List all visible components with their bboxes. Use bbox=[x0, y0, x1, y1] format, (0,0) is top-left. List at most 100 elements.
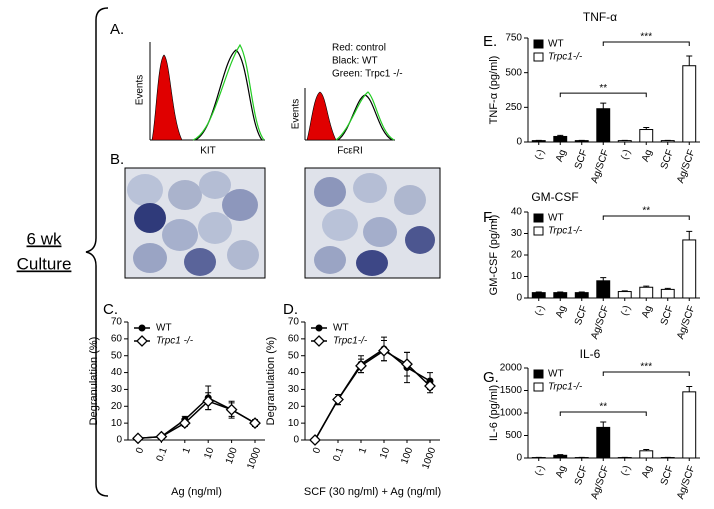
x-axis-label: Ag (ng/ml) bbox=[171, 486, 222, 498]
y-tick-label: 30 bbox=[111, 384, 123, 395]
significance-label: ** bbox=[599, 83, 607, 94]
point bbox=[225, 403, 238, 416]
x-tick-label: Ag bbox=[640, 148, 655, 163]
legend-text: Trpc1-/- bbox=[548, 52, 583, 63]
legend-swatch bbox=[533, 226, 544, 236]
significance-bracket bbox=[559, 92, 647, 98]
y-tick-label: 70 bbox=[111, 317, 123, 328]
error-bar bbox=[686, 230, 693, 240]
bar bbox=[639, 129, 654, 143]
x-tick-label: Ag/SCF bbox=[675, 148, 697, 185]
y-tick-label: 500 bbox=[505, 430, 522, 441]
bar bbox=[682, 65, 697, 143]
x-tick-label: SCF bbox=[659, 304, 676, 327]
x-tick-label: Ag/SCF bbox=[589, 304, 611, 341]
x-tick-label: (-) bbox=[619, 304, 633, 317]
significance-bracket bbox=[559, 411, 647, 416]
y-tick-label: 0 bbox=[293, 435, 299, 446]
bar bbox=[531, 292, 546, 299]
y-tick-label: 50 bbox=[288, 350, 300, 361]
chart-title: IL-6 bbox=[580, 347, 601, 361]
x-tick-label: 0 bbox=[311, 446, 323, 455]
y-axis-label: IL-6 (pg/ml) bbox=[488, 385, 500, 441]
y-tick-label: 40 bbox=[288, 367, 300, 378]
x-tick-label: 0.1 bbox=[155, 446, 170, 463]
legend-text: Trpc1-/- bbox=[548, 382, 583, 393]
y-tick-label: 0 bbox=[516, 137, 522, 148]
axis-label: FcεRI bbox=[337, 146, 363, 157]
x-tick-label: SCF bbox=[573, 148, 590, 171]
x-tick-label: Ag bbox=[640, 304, 655, 319]
axis-label: KIT bbox=[200, 146, 216, 157]
bar bbox=[639, 450, 654, 459]
y-axis-label: TNF-α (pg/ml) bbox=[488, 56, 500, 125]
histogram bbox=[304, 88, 395, 141]
legend-text: Red: control bbox=[332, 43, 386, 54]
x-tick-label: (-) bbox=[533, 464, 547, 477]
legend-text: WT bbox=[548, 369, 564, 380]
bar bbox=[639, 286, 654, 299]
panel-label: C. bbox=[103, 301, 118, 318]
y-tick-label: 10 bbox=[288, 418, 300, 429]
legend-marker bbox=[315, 324, 323, 332]
histogram bbox=[149, 42, 265, 141]
point bbox=[178, 417, 191, 430]
bar bbox=[531, 140, 546, 143]
x-tick-label: Ag/SCF bbox=[589, 464, 611, 501]
x-tick-label: 10 bbox=[202, 446, 216, 461]
line bbox=[137, 400, 256, 440]
point bbox=[309, 434, 321, 446]
x-tick-label: (-) bbox=[619, 464, 633, 477]
x-tick-label: Ag/SCF bbox=[589, 148, 611, 185]
point bbox=[155, 430, 168, 443]
point bbox=[132, 432, 144, 445]
significance-label: *** bbox=[640, 32, 652, 43]
y-tick-label: 0 bbox=[116, 435, 122, 446]
legend-swatch bbox=[533, 52, 544, 62]
error-bar bbox=[600, 102, 607, 109]
legend-text: Trpc1-/- bbox=[333, 336, 368, 347]
axis-label: Events bbox=[135, 75, 146, 106]
x-tick-label: Ag bbox=[554, 464, 569, 479]
legend-text: WT bbox=[156, 323, 172, 334]
x-axis-label: SCF (30 ng/ml) + Ag (ng/ml) bbox=[304, 486, 441, 498]
legend-swatch bbox=[533, 369, 544, 379]
legend-text: Trpc1-/- bbox=[548, 226, 583, 237]
y-tick-label: 60 bbox=[111, 333, 123, 344]
x-tick-label: SCF bbox=[573, 464, 590, 487]
bar bbox=[574, 140, 589, 143]
x-tick-label: 10 bbox=[378, 446, 392, 461]
line bbox=[314, 348, 431, 441]
x-tick-label: Ag bbox=[554, 148, 569, 163]
legend-marker bbox=[136, 335, 148, 347]
x-tick-label: (-) bbox=[619, 148, 633, 161]
y-tick-label: 30 bbox=[288, 384, 300, 395]
point bbox=[355, 359, 367, 372]
x-tick-label: 0 bbox=[134, 446, 146, 455]
y-axis-label: Degranulation (%) bbox=[88, 337, 100, 426]
legend-text: WT bbox=[548, 213, 564, 224]
y-tick-label: 60 bbox=[288, 333, 300, 344]
y-tick-label: 750 bbox=[505, 33, 522, 44]
y-axis-label: GM-CSF (pg/ml) bbox=[488, 215, 500, 296]
axis-label: Events bbox=[291, 99, 302, 130]
error-bar bbox=[686, 385, 693, 392]
legend-swatch bbox=[533, 39, 544, 49]
y-tick-label: 70 bbox=[288, 317, 300, 328]
bar bbox=[553, 454, 568, 459]
legend-text: Green: Trpc1 -/- bbox=[332, 69, 403, 80]
side-label: Culture bbox=[17, 254, 72, 273]
line bbox=[314, 349, 431, 441]
x-tick-label: 100 bbox=[224, 446, 240, 466]
micrograph bbox=[304, 167, 441, 279]
side-label: 6 wk bbox=[27, 229, 62, 248]
x-tick-label: Ag bbox=[554, 304, 569, 319]
bar bbox=[660, 288, 675, 299]
panel-label: B. bbox=[110, 151, 124, 168]
legend-marker bbox=[313, 335, 325, 347]
x-tick-label: 100 bbox=[399, 446, 415, 466]
x-tick-label: SCF bbox=[659, 464, 676, 487]
y-tick-label: 1500 bbox=[500, 385, 523, 396]
